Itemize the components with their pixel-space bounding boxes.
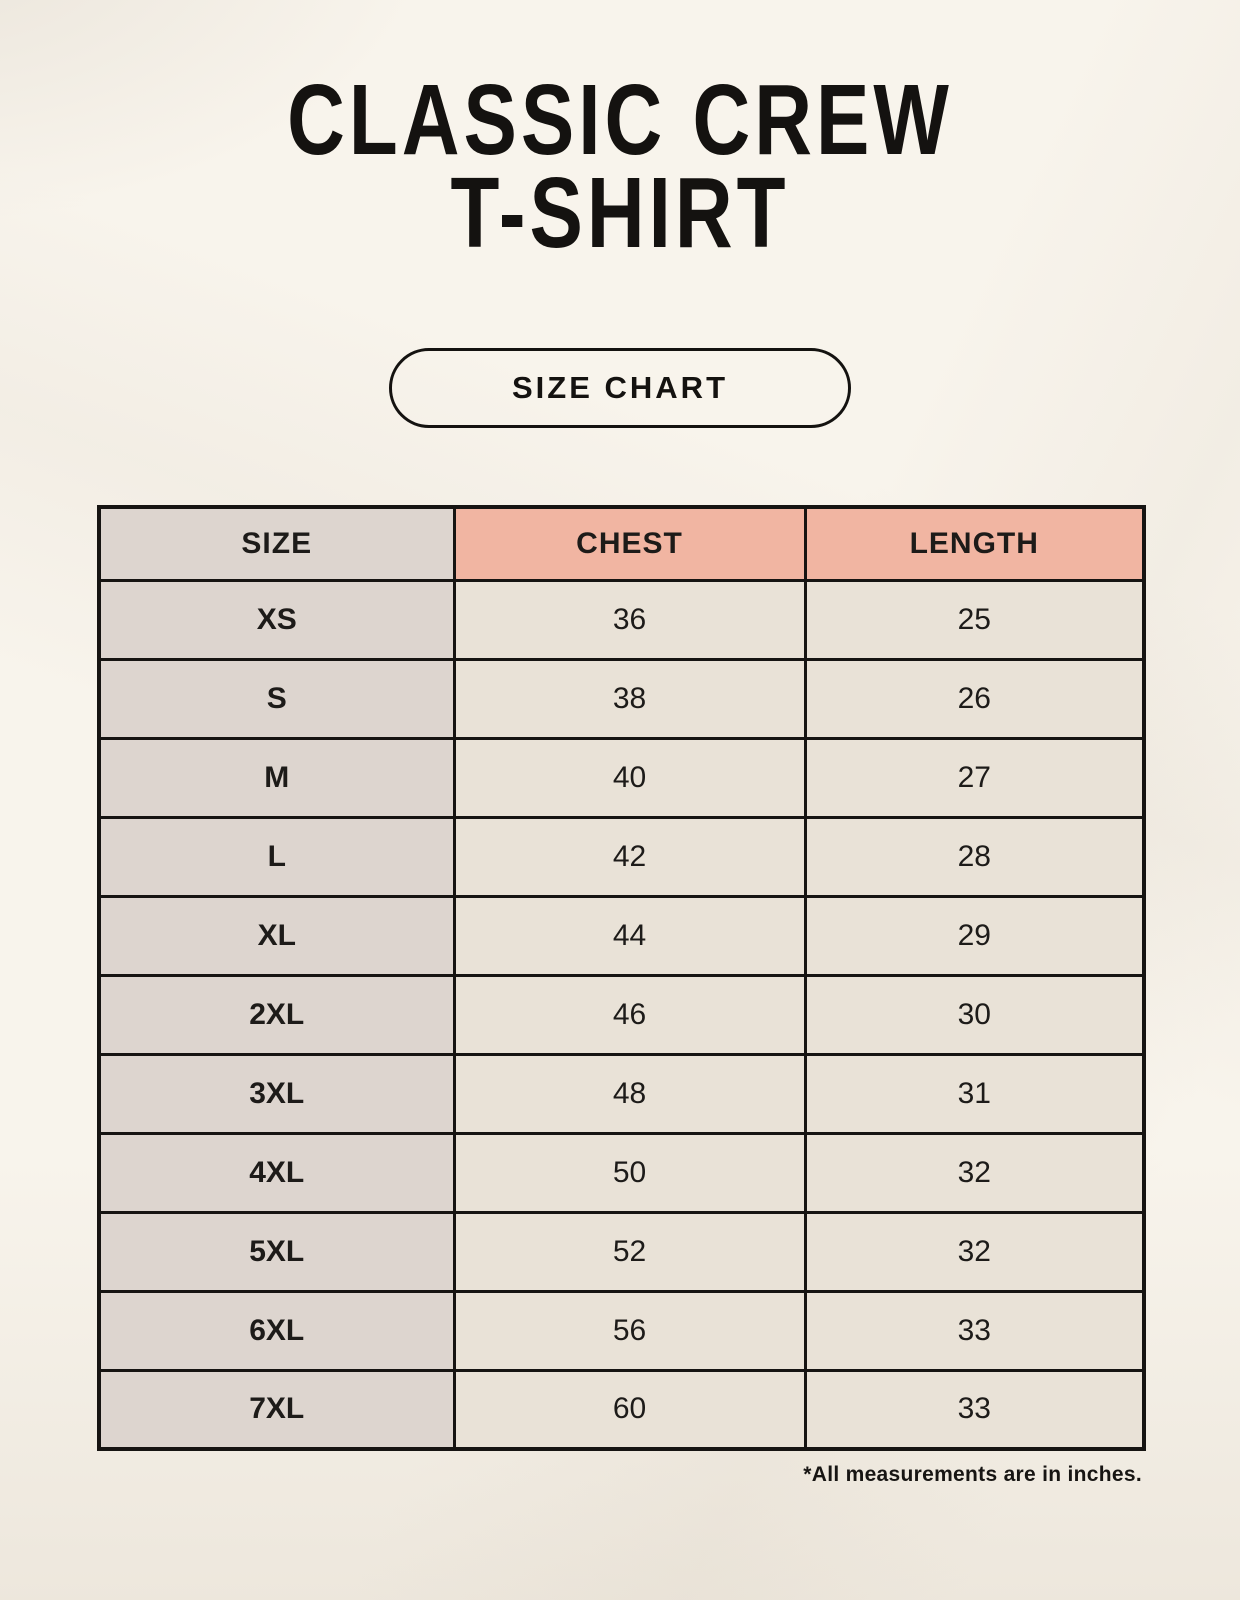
- size-cell: L: [97, 815, 456, 898]
- table-row: 7XL 60 33: [97, 1368, 1146, 1451]
- size-cell: 7XL: [97, 1368, 456, 1451]
- page-title-line2: T-SHIRT: [450, 157, 790, 269]
- length-cell: 33: [803, 1368, 1146, 1451]
- size-cell: M: [97, 736, 456, 819]
- table-row: XL 44 29: [97, 894, 1146, 977]
- table-header-row: SIZE CHEST LENGTH: [97, 505, 1146, 582]
- length-cell: 32: [803, 1210, 1146, 1293]
- size-cell: 3XL: [97, 1052, 456, 1135]
- length-cell: 29: [803, 894, 1146, 977]
- table-row: 2XL 46 30: [97, 973, 1146, 1056]
- chest-cell: 52: [452, 1210, 807, 1293]
- length-cell: 27: [803, 736, 1146, 819]
- chest-cell: 44: [452, 894, 807, 977]
- table-row: XS 36 25: [97, 578, 1146, 661]
- table-row: 4XL 50 32: [97, 1131, 1146, 1214]
- size-cell: 4XL: [97, 1131, 456, 1214]
- header-size: SIZE: [97, 505, 456, 582]
- length-cell: 31: [803, 1052, 1146, 1135]
- size-cell: 2XL: [97, 973, 456, 1056]
- chest-cell: 48: [452, 1052, 807, 1135]
- length-cell: 28: [803, 815, 1146, 898]
- chest-cell: 38: [452, 657, 807, 740]
- size-cell: 6XL: [97, 1289, 456, 1372]
- page-title: CLASSIC CREW T-SHIRT: [124, 64, 1116, 269]
- size-cell: XS: [97, 578, 456, 661]
- header-length: LENGTH: [803, 505, 1146, 582]
- measurements-footnote: *All measurements are in inches.: [803, 1463, 1142, 1486]
- length-cell: 26: [803, 657, 1146, 740]
- size-cell: XL: [97, 894, 456, 977]
- chest-cell: 42: [452, 815, 807, 898]
- chest-cell: 40: [452, 736, 807, 819]
- chest-cell: 60: [452, 1368, 807, 1451]
- table-row: 3XL 48 31: [97, 1052, 1146, 1135]
- length-cell: 33: [803, 1289, 1146, 1372]
- size-table: SIZE CHEST LENGTH XS 36 25 S 38 26 M 40 …: [97, 505, 1146, 1451]
- header-chest: CHEST: [452, 505, 807, 582]
- size-chart-badge-label: SIZE CHART: [512, 370, 728, 405]
- chest-cell: 50: [452, 1131, 807, 1214]
- length-cell: 30: [803, 973, 1146, 1056]
- table-row: S 38 26: [97, 657, 1146, 740]
- table-row: L 42 28: [97, 815, 1146, 898]
- size-chart-badge: SIZE CHART: [389, 348, 851, 428]
- chest-cell: 56: [452, 1289, 807, 1372]
- chest-cell: 46: [452, 973, 807, 1056]
- size-cell: 5XL: [97, 1210, 456, 1293]
- chest-cell: 36: [452, 578, 807, 661]
- table-row: 6XL 56 33: [97, 1289, 1146, 1372]
- size-cell: S: [97, 657, 456, 740]
- length-cell: 25: [803, 578, 1146, 661]
- table-row: 5XL 52 32: [97, 1210, 1146, 1293]
- table-row: M 40 27: [97, 736, 1146, 819]
- length-cell: 32: [803, 1131, 1146, 1214]
- page-title-line1: CLASSIC CREW: [287, 64, 953, 176]
